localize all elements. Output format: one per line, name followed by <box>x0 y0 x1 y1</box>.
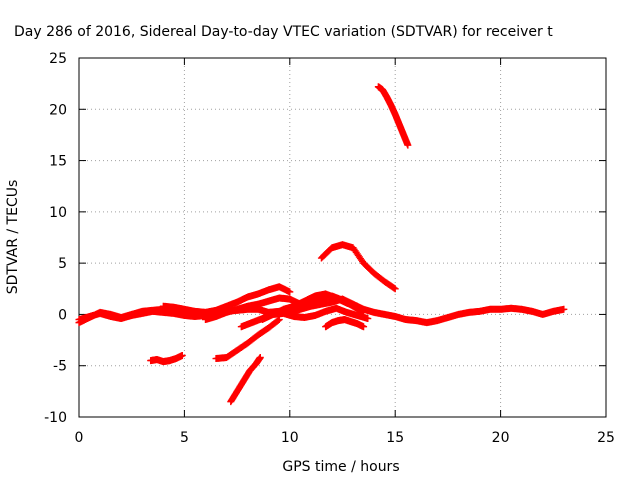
plot-frame <box>78 57 607 418</box>
x-tick-label: 10 <box>281 430 299 446</box>
series-track-3 <box>159 283 294 316</box>
x-tick-label: 0 <box>75 430 84 446</box>
x-tick-label: 5 <box>180 430 189 446</box>
x-axis-label: GPS time / hours <box>282 459 399 475</box>
data-point <box>560 305 568 313</box>
data-point <box>286 288 294 296</box>
data-point <box>364 315 372 323</box>
data-point <box>390 284 398 292</box>
x-tick-label: 15 <box>386 430 404 446</box>
y-tick-label: -10 <box>44 410 67 426</box>
series-track-10 <box>317 241 399 293</box>
y-tick-label: 10 <box>49 205 67 221</box>
axis-ticks: 0 5 10 15 20 25 -10 -5 0 5 10 15 20 25 <box>44 51 615 446</box>
data-point <box>391 285 399 293</box>
y-tick-label: 0 <box>58 307 67 323</box>
chart-title: Day 286 of 2016, Sidereal Day-to-day VTE… <box>14 24 553 40</box>
y-tick-label: 20 <box>49 102 67 118</box>
data-points <box>75 83 568 406</box>
y-tick-label: -5 <box>53 359 67 375</box>
x-tick-label: 20 <box>492 430 510 446</box>
data-point <box>360 323 368 331</box>
series-track-9 <box>258 304 372 324</box>
y-tick-label: 25 <box>49 51 67 67</box>
series-track-5 <box>147 351 186 366</box>
series-track-7 <box>227 354 264 406</box>
series-track-6 <box>212 316 283 363</box>
series-track-12 <box>374 83 412 149</box>
data-point <box>353 302 361 310</box>
y-tick-label: 5 <box>58 256 67 272</box>
data-point <box>274 316 282 324</box>
y-tick-label: 15 <box>49 154 67 170</box>
data-point <box>178 351 186 359</box>
series-track-11 <box>322 316 368 331</box>
data-point <box>256 354 264 362</box>
x-tick-label: 25 <box>597 430 615 446</box>
y-axis-label: SDTVAR / TECUs <box>5 180 21 295</box>
data-point <box>404 141 412 149</box>
